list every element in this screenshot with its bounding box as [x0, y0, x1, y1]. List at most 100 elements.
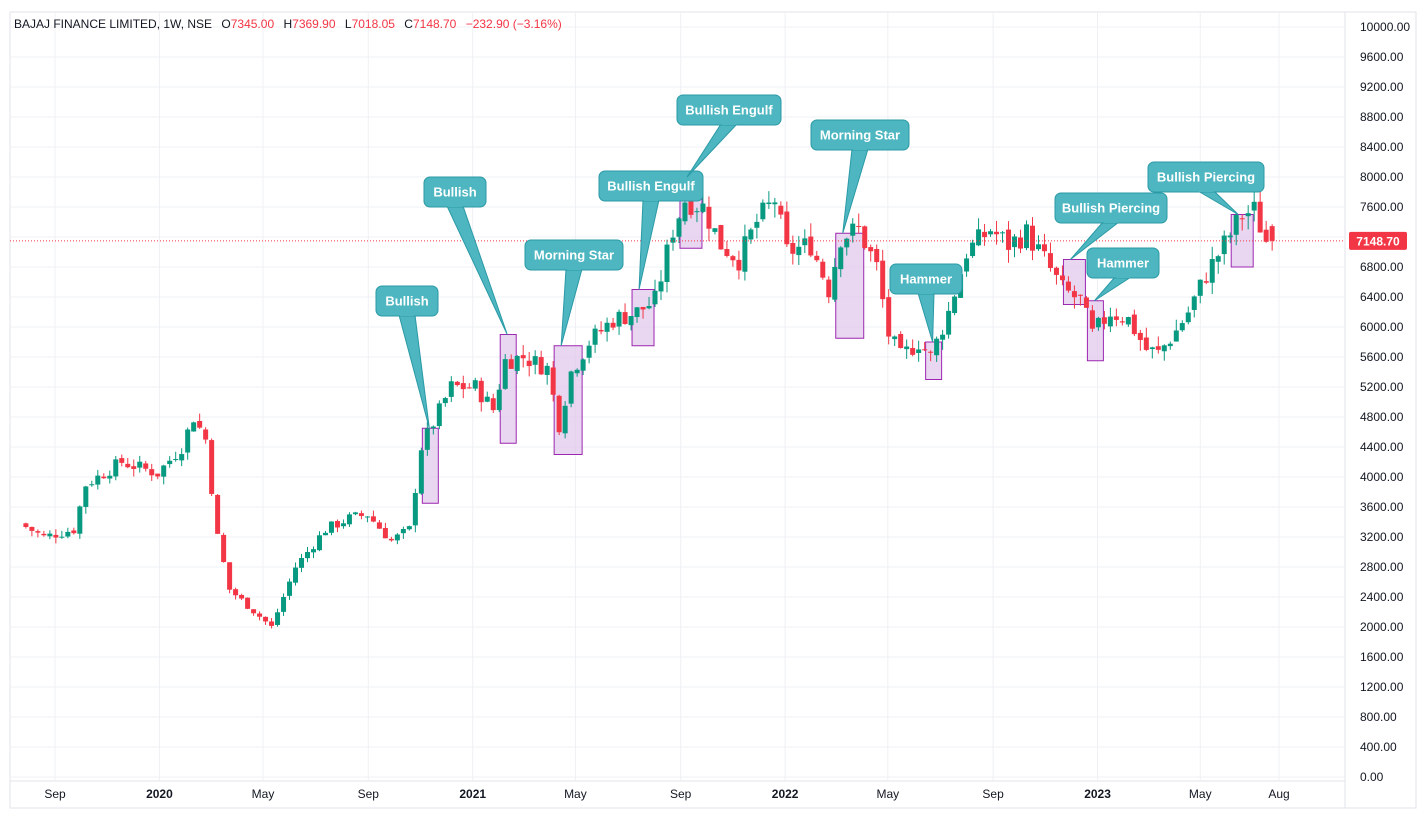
callout-pointer [398, 314, 430, 429]
candle-body [1269, 226, 1275, 241]
candle-body [916, 349, 922, 354]
candle-body [1006, 229, 1012, 250]
candle-body [89, 484, 95, 486]
callout-label: Bullish [385, 294, 428, 309]
open-value: 7345.00 [230, 17, 275, 31]
candle-body [107, 475, 113, 479]
candle-body [952, 296, 958, 314]
candle-body [227, 562, 233, 590]
close-label: C [404, 17, 413, 31]
candle-body [694, 211, 700, 213]
y-tick-label: 9600.00 [1360, 50, 1404, 64]
change-value: −232.90 (−3.16%) [465, 17, 562, 31]
candle-body [1179, 323, 1185, 331]
candle-body [508, 359, 514, 369]
candle-body [844, 238, 850, 248]
candle-body [221, 534, 227, 563]
candle-body [233, 589, 239, 596]
callout-label: Hammer [900, 272, 952, 287]
candle-body [1035, 244, 1041, 250]
candle-body [604, 322, 610, 332]
low-label: L [344, 17, 352, 31]
candle-body [466, 387, 472, 389]
candle-body [364, 516, 370, 518]
callout-label: Hammer [1097, 256, 1149, 271]
callout-pointer [842, 148, 869, 234]
candle-body [982, 231, 988, 238]
callout-label: Bullish [433, 185, 476, 200]
candle-body [856, 225, 862, 227]
candle-body [664, 244, 670, 283]
y-tick-label: 4400.00 [1360, 440, 1404, 454]
y-tick-label: 4800.00 [1360, 410, 1404, 424]
candle-body [976, 229, 982, 246]
symbol-title: BAJAJ FINANCE LIMITED, 1W, NSE [14, 17, 213, 31]
y-tick-label: 6000.00 [1360, 320, 1404, 334]
candle-body [472, 380, 478, 389]
candle-body [334, 521, 340, 528]
candle-body [1071, 291, 1077, 298]
candle-body [700, 203, 706, 212]
candle-body [155, 473, 161, 477]
candle-body [65, 531, 71, 537]
candle-body [670, 237, 676, 243]
candle-body [191, 422, 197, 432]
candle-body [1209, 259, 1215, 283]
candle-body [299, 558, 305, 568]
candle-body [101, 476, 107, 479]
candle-body [1095, 317, 1101, 328]
x-tick-label: May [252, 787, 275, 801]
candle-body [137, 461, 143, 468]
x-tick-label: Sep [670, 787, 692, 801]
candle-body [358, 513, 364, 516]
candle-body [610, 322, 616, 328]
y-tick-label: 9200.00 [1360, 80, 1404, 94]
candle-body [532, 356, 538, 365]
candle-body [634, 307, 640, 318]
candle-body [1047, 253, 1053, 268]
candle-body [838, 247, 844, 270]
candle-body [1263, 229, 1269, 242]
candle-body [436, 403, 442, 427]
candle-body [77, 506, 83, 534]
candle-body [281, 597, 287, 612]
candle-body [880, 260, 886, 300]
callout-label: Morning Star [534, 248, 614, 263]
candle-body [934, 338, 940, 356]
candle-body [340, 523, 346, 527]
candle-body [622, 312, 628, 324]
close-value: 7148.70 [412, 17, 457, 31]
candle-body [640, 307, 646, 310]
symbol-header: BAJAJ FINANCE LIMITED, 1W, NSE O7345.00 … [14, 17, 562, 31]
candle-body [35, 531, 41, 533]
last-price-label: 7148.70 [1356, 234, 1400, 248]
candle-body [352, 512, 358, 515]
candle-body [490, 398, 496, 411]
candle-body [628, 316, 634, 326]
candle-body [113, 459, 119, 477]
y-tick-label: 10000.00 [1360, 20, 1410, 34]
candle-body [131, 466, 137, 469]
callout-label: Bullish Piercing [1062, 201, 1160, 216]
candle-body [1227, 235, 1233, 238]
candle-body [1119, 321, 1125, 323]
candle-body [442, 398, 448, 404]
y-tick-label: 2800.00 [1360, 560, 1404, 574]
y-tick-label: 1600.00 [1360, 650, 1404, 664]
candle-body [376, 522, 382, 529]
candle-body [1059, 275, 1065, 281]
candle-body [454, 381, 460, 386]
candle-body [904, 346, 910, 350]
candle-body [203, 429, 209, 440]
candle-body [1167, 343, 1173, 347]
high-label: H [283, 17, 293, 31]
candle-body [772, 202, 778, 205]
candle-body [197, 420, 203, 428]
candle-body [119, 458, 125, 463]
y-tick-label: 2400.00 [1360, 590, 1404, 604]
candle-body [730, 256, 736, 261]
candle-body [988, 231, 994, 235]
candle-body [29, 526, 35, 531]
